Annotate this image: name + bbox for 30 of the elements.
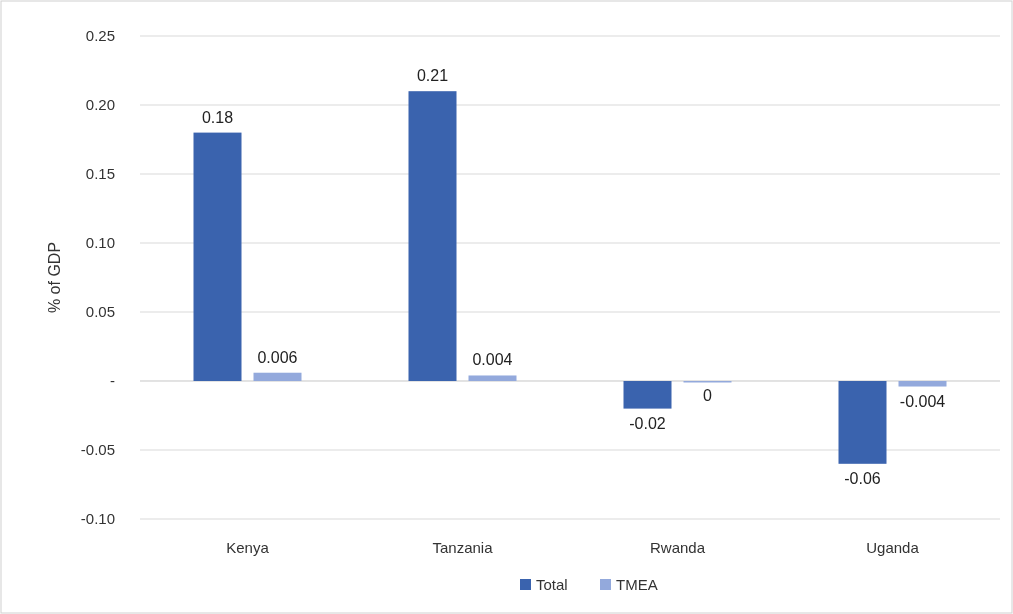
data-label: 0.18 <box>201 108 234 126</box>
y-axis-title: % of GDP <box>46 241 63 314</box>
legend-label: Total <box>536 576 568 593</box>
bar <box>898 381 947 387</box>
bar <box>193 132 242 381</box>
legend-label: TMEA <box>616 576 658 593</box>
y-tick-label: 0.20 <box>85 96 115 113</box>
x-tick-label: Uganda <box>866 539 920 556</box>
data-label: 0.006 <box>257 348 298 366</box>
bar <box>838 381 887 464</box>
x-tick-label: Rwanda <box>649 539 706 556</box>
bar <box>408 91 457 381</box>
y-tick-label: 0.15 <box>85 165 115 182</box>
y-tick-label: 0.10 <box>85 234 115 251</box>
bar <box>253 372 302 381</box>
y-tick-label: -0.05 <box>80 441 115 458</box>
data-label: -0.02 <box>629 414 666 432</box>
x-tick-label: Tanzania <box>432 539 494 556</box>
x-tick-label: Kenya <box>226 539 270 556</box>
data-label: 0 <box>703 387 713 404</box>
data-label: 0.004 <box>472 351 513 369</box>
y-tick-label: - <box>110 372 115 389</box>
y-tick-label: 0.25 <box>85 27 115 44</box>
y-tick-label: -0.10 <box>80 510 115 527</box>
bar <box>623 381 672 409</box>
data-label: -0.004 <box>899 392 946 410</box>
bar <box>468 375 517 381</box>
data-label: 0.21 <box>416 67 449 85</box>
y-tick-label: 0.05 <box>85 303 115 320</box>
data-label: -0.06 <box>844 469 881 487</box>
